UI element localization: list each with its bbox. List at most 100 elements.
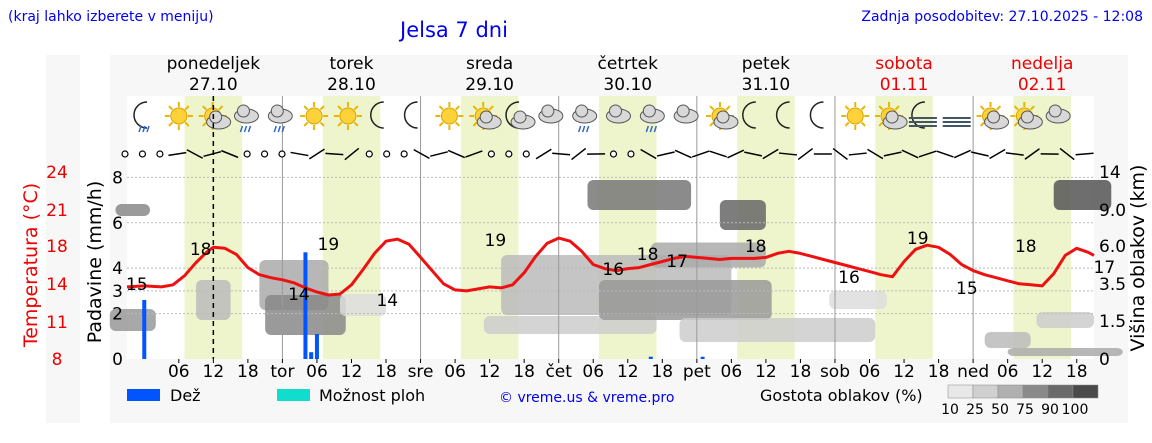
temperature-label: 16 [602,260,624,280]
rain-drop [281,125,285,133]
wind-barb-icon [953,149,971,159]
wind-barb-icon [221,149,239,159]
cloud-puff [642,104,656,118]
sun-icon [841,102,870,130]
x-tick-label: 06 [306,362,328,382]
wind-barb-icon [308,148,325,160]
wind-barb-icon [1024,148,1040,160]
rain-bar [648,356,653,359]
x-tick-label: 18 [928,362,950,382]
cloud-cloud-icon [606,104,631,124]
cloud-height-tick-label: 3.5 [1099,275,1126,295]
cloud-rain-icon [639,104,665,133]
wind-barb-icon [691,150,710,158]
wind-barb-icon [901,149,919,159]
wind-barb-icon [709,150,727,158]
cloud-height-tick-label: 14 [1099,163,1121,183]
rain-drop [649,125,654,133]
sun-ray [303,121,309,127]
wind-barb-icon [727,149,745,159]
rain-drop [142,125,146,133]
temperature-label: 17 [666,252,688,272]
sun-ray [168,121,174,127]
cloud-puff [575,104,589,118]
cloud-puff [270,104,284,118]
day-date: 28.10 [327,75,376,95]
cloud-puff [609,104,622,118]
moon-shape [403,101,418,129]
wind-barb-icon [344,147,360,161]
cloud-puff [236,104,250,118]
page-title: Jelsa 7 dni [398,18,508,42]
rain-legend-swatch [127,389,160,401]
moon-shape [775,101,790,129]
sun-ray [709,121,715,127]
temperature-label: 19 [485,231,507,251]
last-update: Zadnja posodobitev: 27.10.2025 - 12:08 [861,9,1143,25]
sun-cloud-icon [705,102,739,130]
x-tick-label: 12 [341,362,363,382]
wind-barb-icon [674,149,692,159]
sun-disc [305,107,323,125]
moon-shape [370,101,384,129]
cloud-density-patch [587,180,692,210]
x-tick-label: pet [683,362,711,382]
sun-ray [353,105,359,111]
sun-icon [164,102,193,130]
x-tick-label: 12 [755,362,777,382]
temperature-line [126,236,1095,297]
temperature-tick-label: 24 [46,163,68,183]
wind-barb-icon [883,151,902,157]
sun-cloud-icon [976,102,1010,130]
moon-icon [370,101,384,129]
sun-icon [300,102,329,130]
sun-ray [488,105,494,111]
daylight-band [460,96,519,359]
x-tick-label: sob [820,362,850,382]
calm-wind-icon [522,150,530,158]
moon-cloud-icon [505,101,536,130]
sun-ray [337,121,343,127]
cloud-rain-icon [572,104,598,133]
cloud-height-tick-label: 1.5 [1099,312,1126,332]
sun-disc [339,107,357,125]
density-swatch [997,384,1024,399]
cloud-density-patch [483,316,657,334]
density-swatch [972,384,999,399]
sun-ray [168,105,174,111]
location-hint[interactable]: (kraj lahko izberete v meniju) [8,9,214,25]
wind-barb-icon [571,147,587,161]
x-tick-label: sre [408,362,434,382]
day-date: 29.10 [465,75,514,95]
wind-barb-icon [290,151,309,157]
calm-wind-icon [400,150,408,158]
density-swatch [1022,384,1049,399]
temperature-tick-label: 18 [46,237,68,257]
rain-legend-label: Dež [170,386,201,405]
credit-link[interactable]: © vreme.us & vreme.pro [499,390,674,406]
sun-ray [1013,121,1019,127]
calm-wind-icon [505,150,513,158]
precip-axis-title: Padavine (mm/h) [84,181,106,344]
sun-ray [1013,105,1019,111]
cloud-puff [716,110,730,124]
sun-ray [303,105,309,111]
sun-ray [1030,105,1035,111]
cloud-height-axis-title: Višina oblakov (km) [1127,165,1149,352]
sun-ray [725,105,731,111]
wind-barb-icon [970,151,989,157]
temperature-label: 18 [745,237,767,257]
temperature-label: 14 [288,285,310,305]
wind-barb-icon [168,151,187,157]
sun-disc [440,107,458,125]
calm-wind-icon [487,150,495,158]
x-tick-label: tor [270,362,294,382]
wind-barb-icon [1059,147,1075,161]
sun-ray [894,105,900,111]
shower-legend-label: Možnost ploh [319,386,425,405]
daylight-band [875,96,933,359]
sun-icon [435,102,464,130]
temperature-label: 15 [126,275,148,295]
wind-barb-icon [797,147,814,161]
sun-disc [170,107,188,125]
